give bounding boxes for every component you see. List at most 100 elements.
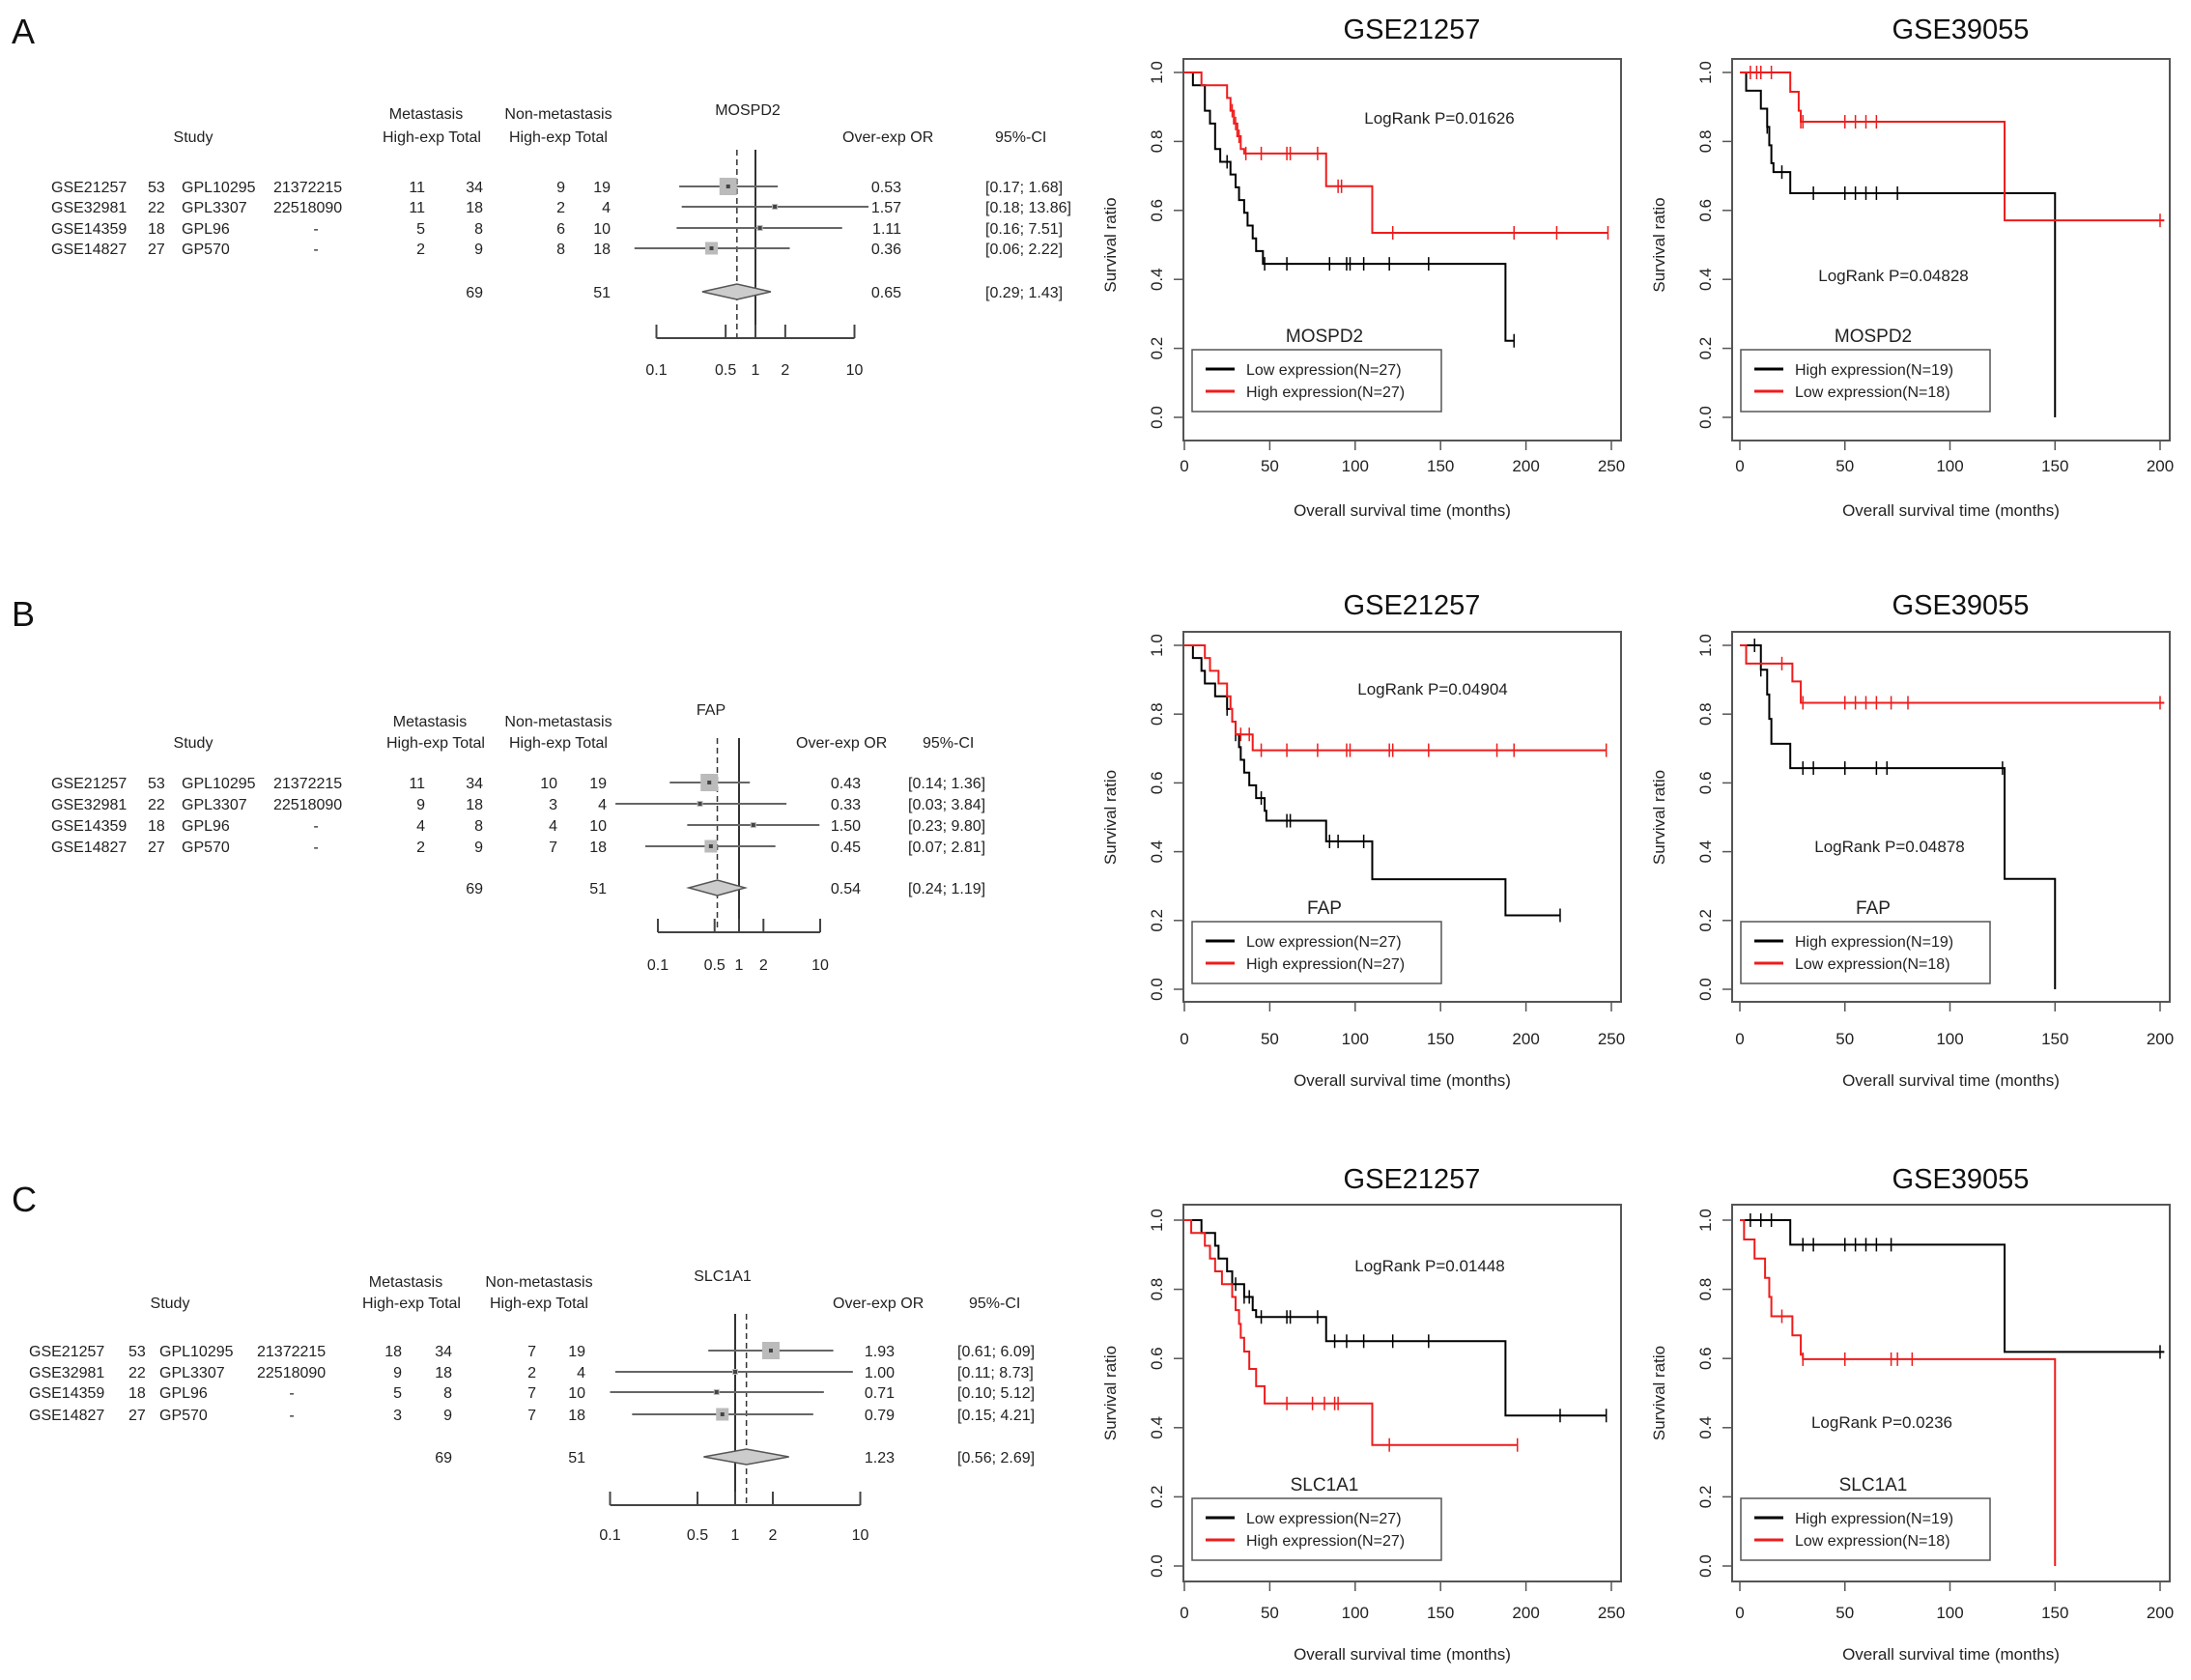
study-n: 27 [148,242,165,258]
study-platform: GPL10295 [182,180,256,196]
pooled-non-met-total: 51 [593,285,611,301]
forest-tick-label: 0.5 [687,1527,708,1544]
study-ci: [0.16; 7.51] [985,221,1063,238]
pooled-met-total: 69 [466,881,483,897]
study-ci: [0.03; 3.84] [908,797,985,813]
x-tick-label: 150 [2041,1030,2068,1048]
x-tick-label: 150 [2041,1604,2068,1622]
ci-header: 95%-CI [969,1296,1020,1312]
metastasis-subheader: High-exp Total [383,129,481,146]
study-n: 27 [128,1408,146,1424]
ci-header: 95%-CI [923,735,974,752]
study-point [726,185,730,188]
x-tick-label: 250 [1598,457,1625,475]
metastasis-header: Metastasis [369,1274,442,1291]
legend-entry: Low expression(N=27) [1246,362,1402,379]
study-n: 27 [148,840,165,856]
study-id: GSE21257 [51,180,127,196]
pooled-non-met-total: 51 [568,1450,585,1466]
study-platform: GPL3307 [159,1365,225,1381]
study-header: Study [151,1296,190,1312]
non-met-high-exp: 9 [556,180,565,196]
y-tick-label: 0.8 [1696,130,1715,154]
metastasis-header: Metastasis [389,106,463,123]
met-high-exp: 9 [393,1365,402,1381]
forest-tick-label: 2 [759,957,768,974]
legend-box [1191,1497,1442,1561]
y-tick-label: 0.2 [1148,1486,1166,1509]
y-tick-label: 0.4 [1148,268,1166,291]
study-ci: [0.61; 6.09] [957,1344,1035,1360]
study-pmid: - [289,1385,294,1402]
non-met-high-exp: 8 [556,242,565,258]
study-n: 22 [148,200,165,216]
study-or: 0.79 [865,1408,895,1424]
legend-gene-title: SLC1A1 [1291,1475,1359,1495]
y-tick-label: 0.8 [1148,130,1166,154]
x-tick-label: 50 [1261,1604,1279,1622]
met-high-exp: 18 [384,1344,402,1360]
x-tick-label: 100 [1936,457,1963,475]
forest-tick-label: 1 [735,957,744,974]
study-id: GSE14827 [29,1408,104,1424]
km-title: GSE39055 [1892,1164,2030,1195]
plot-frame [1731,58,2171,441]
legend-entry: High expression(N=27) [1246,956,1405,973]
x-tick-label: 50 [1835,1604,1854,1622]
pooled-ci: [0.29; 1.43] [985,285,1063,301]
pooled-non-met-total: 51 [589,881,607,897]
met-total: 34 [466,776,483,792]
non-met-high-exp: 3 [549,797,557,813]
study-point [733,1370,737,1374]
x-tick-label: 200 [1512,1604,1539,1622]
y-axis-label: Survival ratio [1101,1346,1120,1440]
x-tick-label: 50 [1261,457,1279,475]
survival-curve-black [1740,644,2057,989]
km-plot: GSE39055 0 50 100 150 200 0.0 0.2 0.4 0.6 0.8 1.0 Su… [1650,14,2174,520]
x-axis-label: Overall survival time (months) [1842,1645,2060,1664]
metastasis-subheader: High-exp Total [386,735,485,752]
study-platform: GPL3307 [182,200,247,216]
study-header: Study [174,129,213,146]
or-header: Over-exp OR [796,735,887,752]
y-tick-label: 0.8 [1696,1278,1715,1301]
legend-entry: Low expression(N=27) [1246,934,1402,951]
study-point [697,802,702,806]
non-met-total: 4 [577,1365,585,1381]
y-tick-label: 0.0 [1148,406,1166,429]
x-tick-label: 250 [1598,1604,1625,1622]
x-tick-label: 0 [1180,1030,1188,1048]
y-tick-label: 0.6 [1148,199,1166,222]
survival-curve-black [1740,1219,2165,1353]
forest-tick-label: 10 [846,362,864,379]
study-pmid: - [313,818,318,835]
pooled-met-total: 69 [466,285,483,301]
y-tick-label: 1.0 [1148,634,1166,657]
study-platform: GP570 [182,840,230,856]
metastasis-header: Metastasis [393,714,467,730]
legend-gene-title: MOSPD2 [1835,327,1912,347]
y-tick-label: 0.0 [1148,1554,1166,1578]
x-tick-label: 200 [2147,457,2174,475]
x-tick-label: 100 [1342,457,1369,475]
study-or: 0.33 [831,797,861,813]
survival-curve-black [1740,71,2057,417]
x-tick-label: 200 [1512,1030,1539,1048]
non-met-total: 10 [568,1385,585,1402]
non-met-total: 10 [589,818,607,835]
study-platform: GPL96 [182,818,230,835]
study-point [768,1349,773,1353]
study-header: Study [174,735,213,752]
x-tick-label: 150 [1427,457,1454,475]
x-tick-label: 100 [1342,1604,1369,1622]
y-tick-label: 0.4 [1696,1416,1715,1439]
study-or: 1.57 [871,200,901,216]
non-metastasis-header: Non-metastasis [485,1274,592,1291]
y-tick-label: 0.2 [1148,909,1166,932]
plot-frame [1182,58,1622,441]
legend-gene-title: FAP [1856,898,1891,919]
non-met-high-exp: 10 [540,776,557,792]
legend-gene-title: SLC1A1 [1839,1475,1908,1495]
legend-entry: Low expression(N=18) [1795,1533,1950,1550]
met-high-exp: 11 [409,776,425,792]
